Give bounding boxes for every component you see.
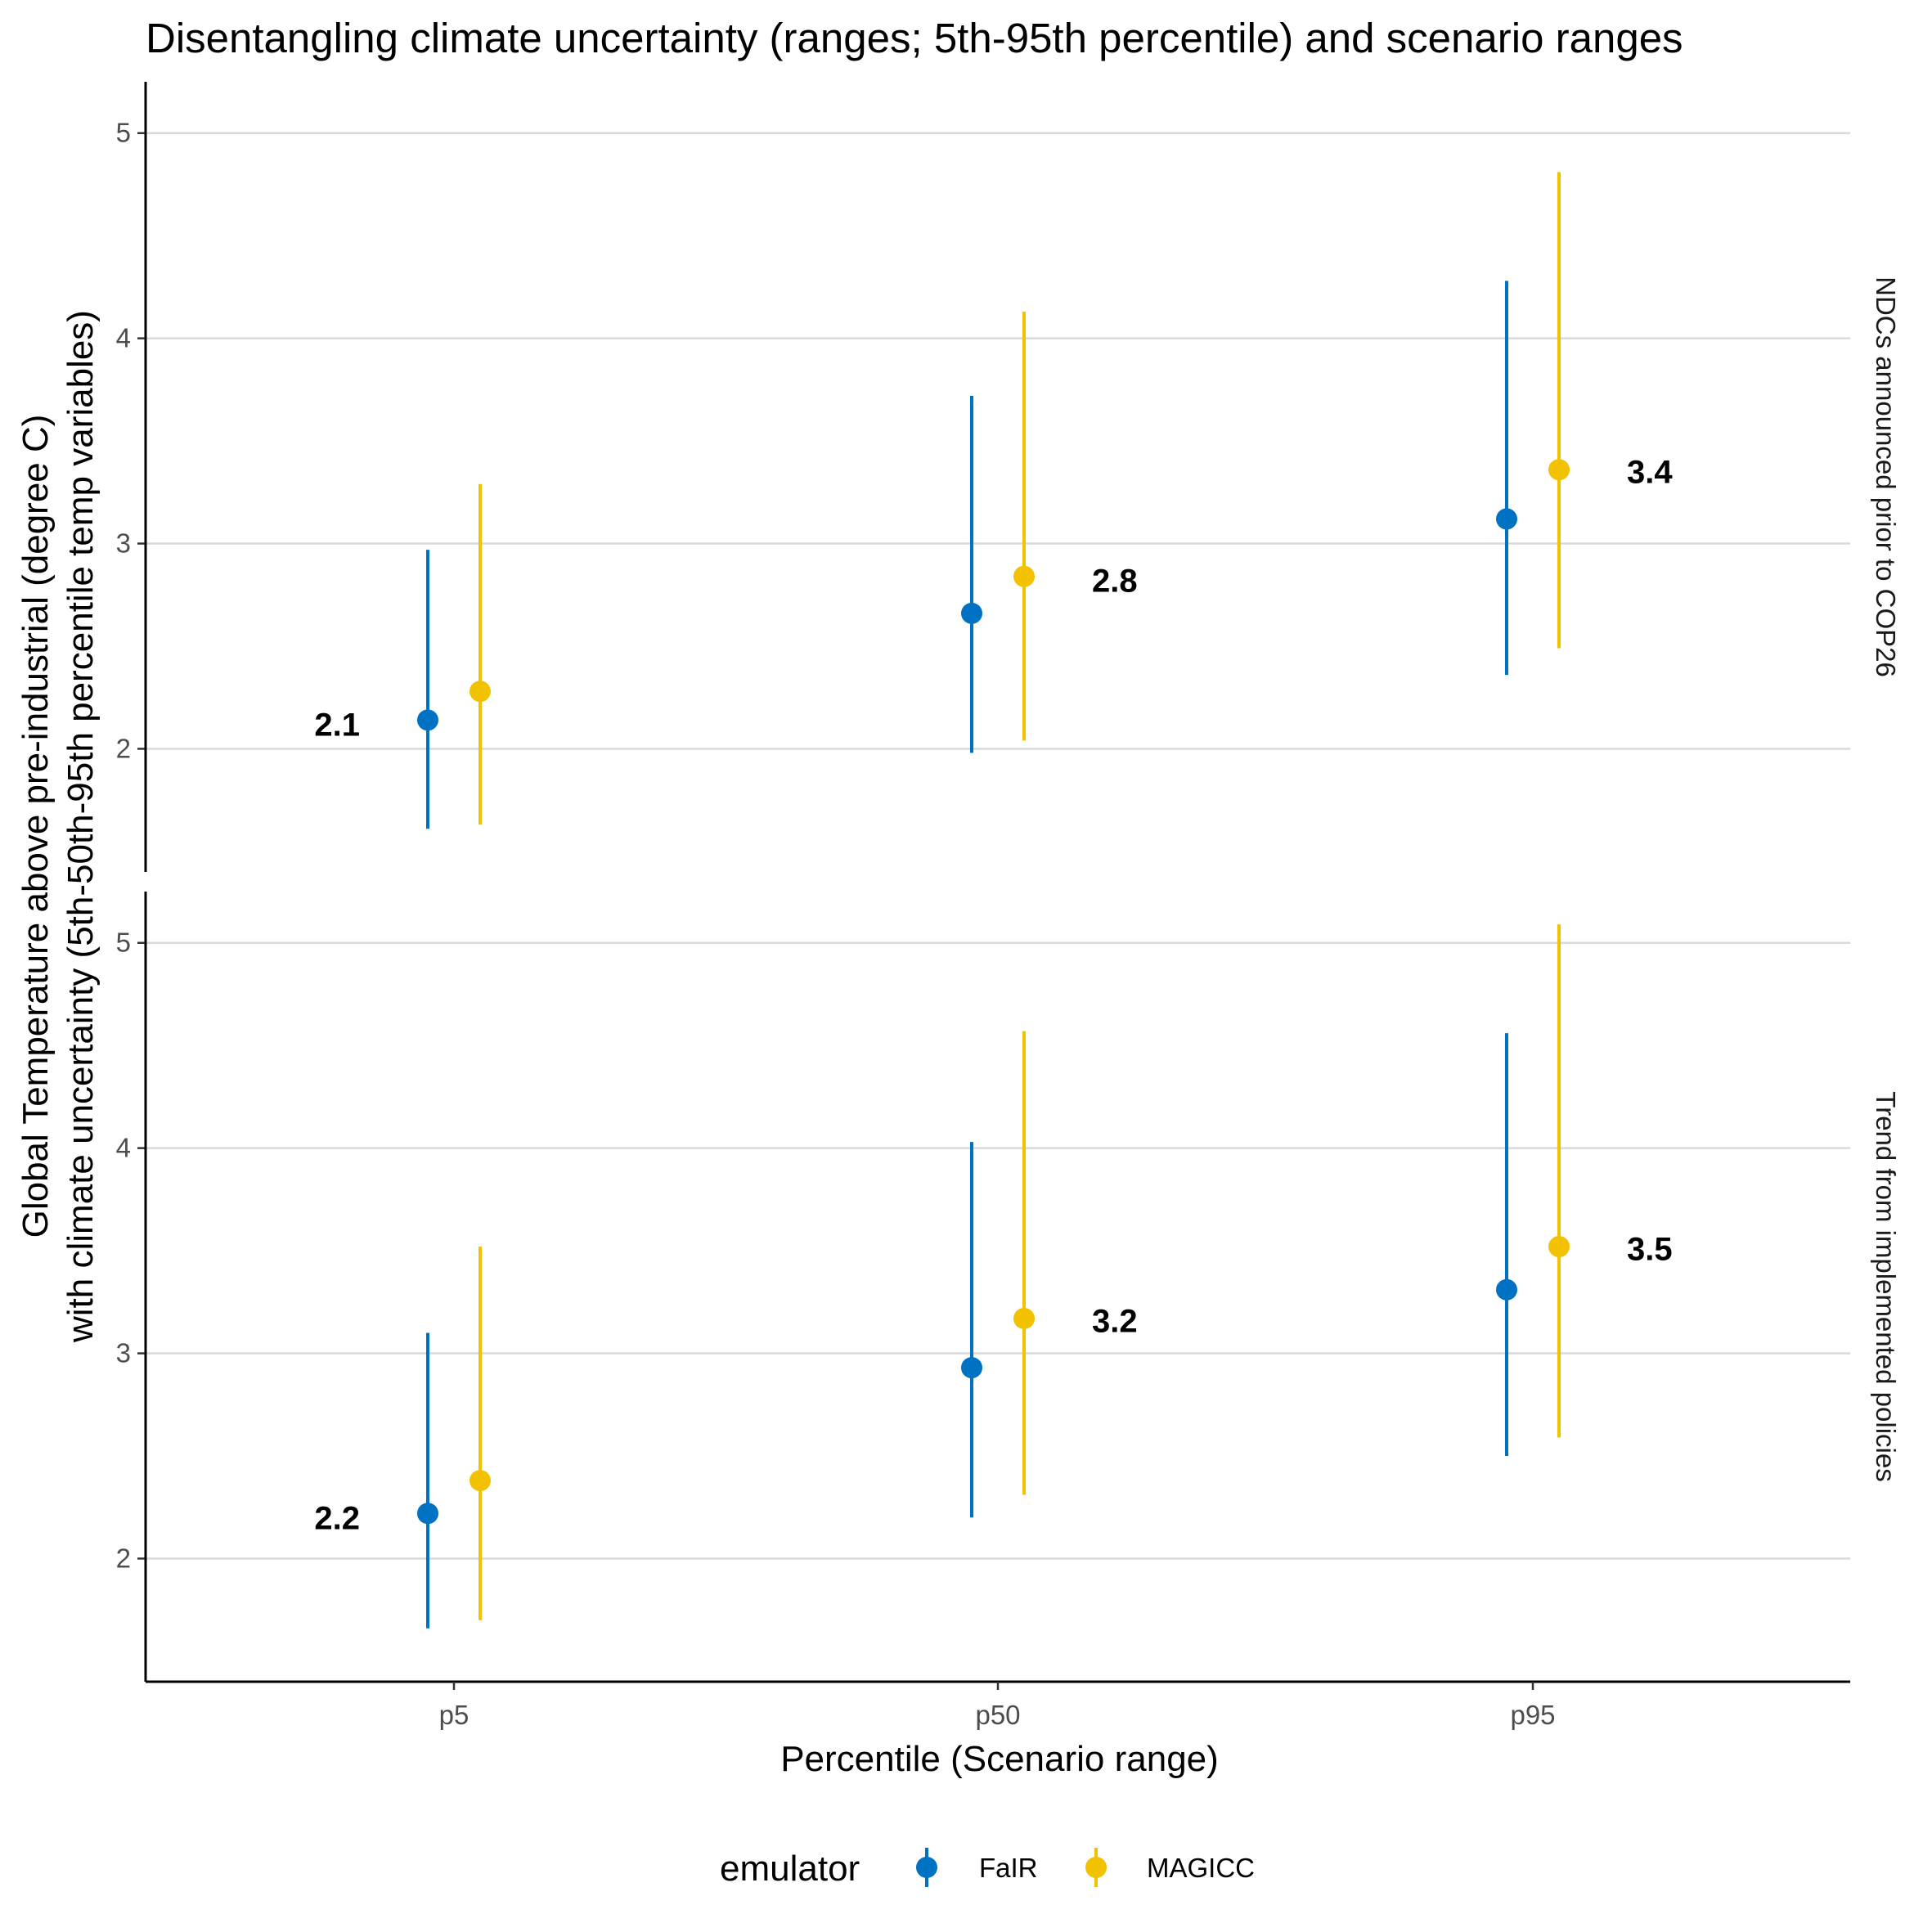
data-point [417,709,438,731]
facet-strip-label: Trend from implemented policies [1871,1091,1901,1481]
y-tick-label: 2 [116,733,131,763]
data-point [1496,508,1517,530]
x-tick-label: p95 [1510,1700,1555,1730]
y-axis-title-line1: Global Temperature above pre-industrial … [16,415,56,1238]
data-label: 3.4 [1627,455,1673,491]
series-magicc [470,172,1570,825]
data-label: 2.2 [314,1500,360,1536]
legend-item-fair: FaIR [916,1848,1038,1887]
y-axis-title: Global Temperature above pre-industrial … [16,310,101,1343]
facet-strip-label: NDCs announced prior to COP26 [1871,276,1901,677]
facet-panel-1: 2 3 4 5 NDCs announced prior to COP26 2.1 2.8 3… [116,82,1901,872]
data-label: 3.2 [1092,1303,1138,1339]
series-fair [417,281,1517,829]
y-tick-label: 4 [116,323,131,353]
data-label: 2.8 [1092,564,1138,600]
legend-label: MAGICC [1147,1853,1255,1883]
y-tick-label: 2 [116,1543,131,1573]
data-point [1548,1236,1570,1258]
legend: emulator FaIR MAGICC [720,1848,1255,1889]
y-tick-label: 3 [116,1338,131,1368]
series-fair [417,1033,1517,1629]
y-tick-label: 4 [116,1133,131,1163]
x-axis-title: Percentile (Scenario range) [780,1739,1219,1779]
y-tick-label: 5 [116,118,131,148]
data-point [1013,1307,1035,1329]
data-point [470,1470,491,1492]
data-point [1548,459,1570,481]
data-point [470,681,491,703]
data-point [417,1503,438,1525]
legend-label: FaIR [979,1853,1038,1883]
x-axis: p5 p50 p95 [146,1680,1850,1730]
panels-layer: 2 3 4 5 NDCs announced prior to COP26 2.1 2.8 3… [116,82,1901,1682]
facet-panel-2: 2 3 4 5 Trend from implemented policies 2.2 3.… [116,892,1901,1682]
data-point [961,602,982,624]
x-tick-label: p50 [975,1700,1020,1730]
y-tick-label: 3 [116,528,131,559]
legend-key-point [916,1857,937,1878]
data-label: 2.1 [314,707,360,743]
chart-title: Disentangling climate uncertainty (range… [146,15,1683,61]
legend-title: emulator [720,1849,860,1889]
y-axis-title-line2: with climate uncertainty (5th-50th-95th … [61,310,101,1343]
legend-item-magicc: MAGICC [1085,1848,1255,1887]
data-label: 3.5 [1627,1232,1673,1268]
y-tick-label: 5 [116,928,131,958]
data-point [1496,1278,1517,1301]
legend-key-point [1085,1857,1107,1878]
x-tick-label: p5 [439,1700,470,1730]
data-point [1013,565,1035,587]
series-magicc [470,924,1570,1620]
data-point [961,1357,982,1379]
